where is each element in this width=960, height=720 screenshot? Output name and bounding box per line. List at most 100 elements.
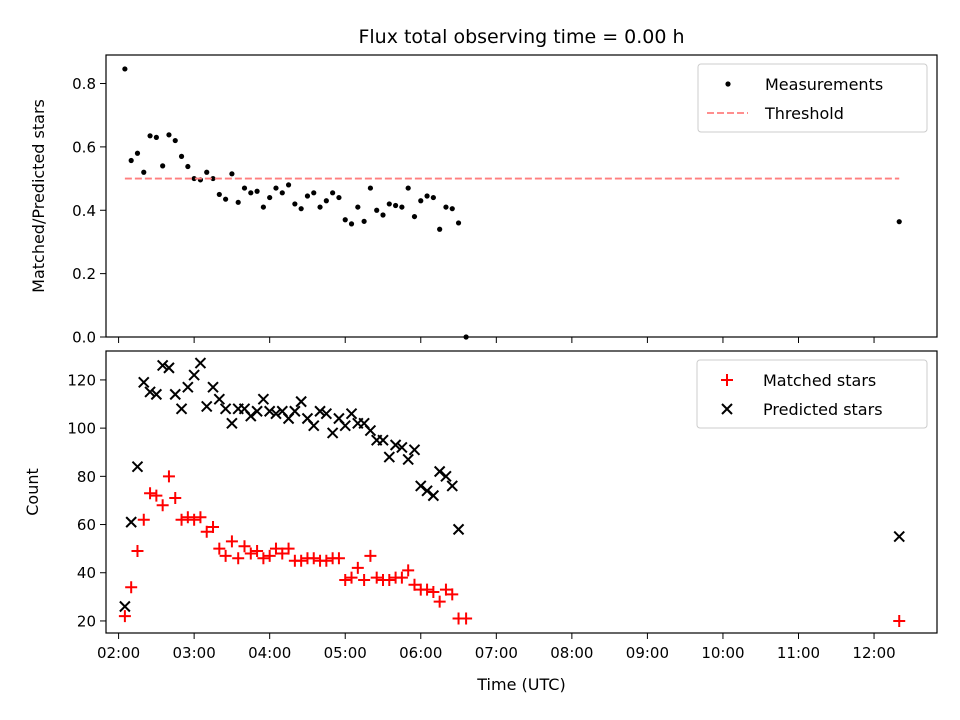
matched-star-point <box>893 614 906 627</box>
matched-star-point <box>408 578 421 591</box>
predicted-star-point <box>251 405 263 417</box>
measurement-point <box>342 217 348 223</box>
matched-star-point <box>162 470 175 483</box>
legend-measurements-marker <box>725 81 731 87</box>
measurement-point <box>367 185 374 191</box>
matched-star-point <box>137 513 150 526</box>
predicted-star-point <box>201 400 213 413</box>
predicted-star-point <box>440 470 452 483</box>
predicted-star-point <box>289 405 301 417</box>
measurement-point <box>323 198 329 204</box>
measurement-point <box>279 190 285 196</box>
measurement-point <box>292 201 298 207</box>
legend-predicted-label: Predicted stars <box>763 400 883 419</box>
y-tick-label: 80 <box>77 468 96 486</box>
predicted-star-point <box>213 393 226 405</box>
matched-star-point <box>402 564 415 577</box>
measurement-point <box>122 66 128 72</box>
measurement-point <box>443 204 449 210</box>
measurement-point <box>160 163 166 169</box>
matched-star-point <box>383 573 396 586</box>
x-axis-label: Time (UTC) <box>476 675 565 694</box>
predicted-star-point <box>314 405 326 417</box>
predicted-star-point <box>396 441 408 454</box>
matched-star-point <box>207 520 220 533</box>
predicted-star-point <box>138 376 150 389</box>
matched-star-point <box>358 573 371 586</box>
y-tick-label: 20 <box>77 612 96 630</box>
predicted-star-point <box>402 453 414 466</box>
matched-star-point <box>257 552 270 565</box>
predicted-star-point <box>175 403 188 415</box>
measurement-point <box>235 199 241 205</box>
matched-star-point <box>131 545 144 558</box>
predicted-star-point <box>893 530 905 543</box>
measurement-point <box>267 194 273 201</box>
predicted-star-point <box>119 600 131 613</box>
predicted-star-point <box>433 465 446 478</box>
measurement-point <box>254 188 260 194</box>
measurement-point <box>204 169 210 175</box>
measurement-point <box>411 213 418 220</box>
predicted-star-point <box>169 388 181 401</box>
legend-matched-label: Matched stars <box>763 371 876 390</box>
matched-star-point <box>175 513 188 526</box>
matched-star-point <box>446 588 459 601</box>
measurement-point <box>178 153 185 159</box>
y-tick-label: 60 <box>77 516 96 534</box>
x-tick-label: 03:00 <box>173 644 216 662</box>
measurement-point <box>386 201 392 207</box>
predicted-star-point <box>150 388 163 401</box>
matched-star-point <box>364 549 377 562</box>
x-tick-label: 05:00 <box>324 644 367 662</box>
top-data-layer <box>122 66 902 340</box>
measurement-point <box>172 137 178 144</box>
y-tick-label: 0.8 <box>72 75 96 93</box>
x-tick-label: 10:00 <box>701 644 744 662</box>
measurement-point <box>166 132 172 138</box>
y-tick-label: 40 <box>77 564 96 582</box>
measurement-point <box>437 226 443 232</box>
predicted-star-point <box>156 359 169 372</box>
measurement-point <box>380 212 386 218</box>
predicted-star-point <box>257 393 270 405</box>
measurement-point <box>455 220 462 226</box>
x-tick-label: 07:00 <box>475 644 518 662</box>
bottom-ylabel: Count <box>23 468 42 516</box>
measurement-point <box>405 185 411 191</box>
predicted-star-point <box>219 403 232 415</box>
predicted-star-point <box>421 485 433 497</box>
measurement-point <box>216 191 222 198</box>
matched-star-point <box>181 511 194 524</box>
top-legend: Measurements Threshold <box>697 63 928 133</box>
matched-star-point <box>251 545 264 558</box>
predicted-star-point <box>163 362 175 374</box>
measurement-point <box>210 175 216 182</box>
x-tick-label: 12:00 <box>852 644 895 662</box>
measurement-point <box>147 133 153 139</box>
measurement-point <box>311 190 317 196</box>
matched-star-point <box>439 583 452 596</box>
bottom-legend-box <box>696 359 928 429</box>
x-tick-label: 09:00 <box>626 644 669 662</box>
matched-star-point <box>188 513 201 526</box>
matched-star-point <box>460 612 473 625</box>
matched-star-point <box>421 583 434 596</box>
measurement-point <box>392 202 399 209</box>
bottom-axis-ticks: 02:00 03:00 04:00 05:00 06:00 07:00 08:00 09:00… <box>67 371 895 662</box>
predicted-star-point <box>295 395 307 408</box>
y-tick-label: 0.6 <box>72 138 96 156</box>
predicted-star-point <box>131 460 144 473</box>
y-tick-label: 100 <box>67 420 96 438</box>
predicted-star-point <box>339 420 351 432</box>
matched-star-point <box>118 610 131 623</box>
matched-star-point <box>332 552 345 565</box>
matched-star-point <box>395 571 408 584</box>
matched-star-point <box>370 571 383 584</box>
matched-star-point <box>276 547 289 560</box>
predicted-star-point <box>364 424 377 437</box>
predicted-star-point <box>415 480 427 492</box>
measurement-point <box>134 150 141 156</box>
measurement-point <box>153 134 159 140</box>
